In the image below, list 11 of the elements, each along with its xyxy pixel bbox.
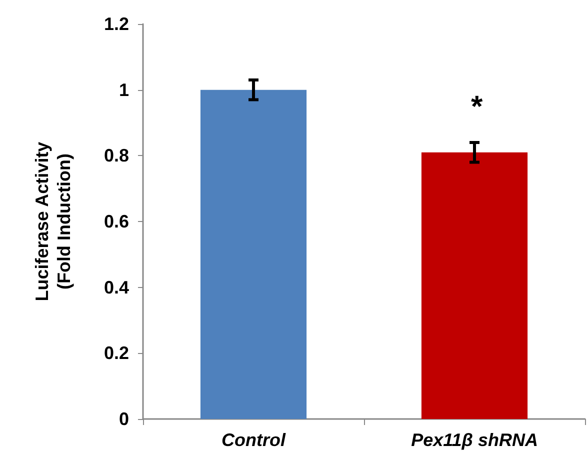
y-tick-label: 0.8 <box>104 146 129 166</box>
y-tick-label: 0 <box>118 409 129 429</box>
y-tick-label: 0.4 <box>104 277 129 298</box>
y-tick-label: 1.2 <box>104 14 129 34</box>
x-tick-label: Control <box>222 430 286 450</box>
y-tick-label: 0.6 <box>104 212 129 232</box>
x-tick-label: Pex11β shRNA <box>411 430 538 450</box>
annotation: * <box>471 90 483 124</box>
y-tick-label: 0.2 <box>104 343 129 364</box>
y-axis-title: Luciferase Activity (Fold Induction) <box>32 142 74 302</box>
y-tick-label: 1 <box>118 80 129 100</box>
